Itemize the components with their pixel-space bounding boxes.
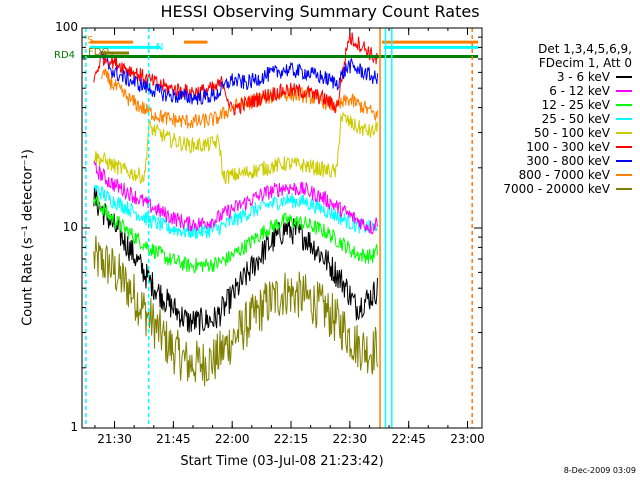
chart-title: HESSI Observing Summary Count Rates xyxy=(160,2,480,21)
legend-swatch xyxy=(616,146,632,148)
y-axis-label: Count Rate (s⁻¹ detector⁻¹) xyxy=(20,149,36,326)
legend-item: 800 - 7000 keV xyxy=(486,168,632,182)
legend-header-decim: FDecim 1, Att 0 xyxy=(538,56,632,70)
x-tick-label-4: 22:30 xyxy=(332,432,368,446)
legend-item-label: 25 - 50 keV xyxy=(541,112,610,126)
legend-item-label: 7000 - 20000 keV xyxy=(503,182,610,196)
series-3-6-kev xyxy=(93,187,378,336)
legend-item: 7000 - 20000 keV xyxy=(486,182,632,196)
y-tick-label-1: 10 xyxy=(62,220,78,234)
legend-item: 300 - 800 keV xyxy=(486,154,632,168)
legend-swatch xyxy=(616,104,632,106)
series-50-100-kev xyxy=(93,111,378,185)
series-25-50-kev xyxy=(93,184,378,240)
legend-swatch xyxy=(616,174,632,176)
y-tick-label-0: 1 xyxy=(70,420,78,434)
flag-label-n: N xyxy=(156,42,164,54)
x-tick-label-0: 21:30 xyxy=(97,432,132,446)
x-tick-label-1: 21:45 xyxy=(156,432,191,446)
legend-item: 100 - 300 keV xyxy=(486,140,632,154)
series-layer xyxy=(93,32,379,387)
legend-item: 6 - 12 keV xyxy=(486,84,632,98)
legend: Det 1,3,4,5,6,9, FDecim 1, Att 0 3 - 6 k… xyxy=(486,42,632,196)
legend-swatch xyxy=(616,76,632,78)
legend-item: 12 - 25 keV xyxy=(486,98,632,112)
legend-swatch xyxy=(616,118,632,120)
legend-item: 3 - 6 keV xyxy=(486,70,632,84)
legend-swatch xyxy=(616,90,632,92)
flag-label-rd4: RD4 xyxy=(54,49,76,61)
legend-rows: 3 - 6 keV 6 - 12 keV 12 - 25 keV 25 - 50 ke… xyxy=(486,70,632,196)
legend-item-label: 800 - 7000 keV xyxy=(518,168,610,182)
series-6-12-kev xyxy=(93,159,378,235)
y-tick-label-2: 100 xyxy=(55,20,78,34)
generated-timestamp: 8-Dec-2009 03:09 xyxy=(563,466,636,475)
legend-item: 50 - 100 keV xyxy=(486,126,632,140)
x-axis-label: Start Time (03-Jul-08 21:23:42) xyxy=(180,454,384,469)
legend-item-label: 100 - 300 keV xyxy=(526,140,610,154)
legend-item-label: 300 - 800 keV xyxy=(526,154,610,168)
x-tick-label-2: 22:00 xyxy=(214,432,250,446)
legend-swatch xyxy=(616,132,632,134)
flag-label-fdo: FDO xyxy=(88,46,110,58)
legend-swatch xyxy=(616,188,632,190)
legend-item-label: 50 - 100 keV xyxy=(533,126,610,140)
x-tick-label-6: 23:00 xyxy=(450,432,485,446)
x-tick-label-5: 22:45 xyxy=(391,432,426,446)
series-7000-20000-kev xyxy=(93,235,378,387)
series-300-800-kev xyxy=(101,51,379,105)
flag-label-s: S xyxy=(87,35,94,47)
ticks-layer xyxy=(82,28,482,429)
legend-header-detectors: Det 1,3,4,5,6,9, xyxy=(538,42,632,56)
legend-item-label: 6 - 12 keV xyxy=(549,84,610,98)
legend-item-label: 12 - 25 keV xyxy=(541,98,610,112)
legend-item: 25 - 50 keV xyxy=(486,112,632,126)
series-12-25-kev xyxy=(93,196,378,275)
legend-swatch xyxy=(616,160,632,162)
legend-item-label: 3 - 6 keV xyxy=(556,70,610,84)
x-tick-label-3: 22:15 xyxy=(273,432,309,446)
